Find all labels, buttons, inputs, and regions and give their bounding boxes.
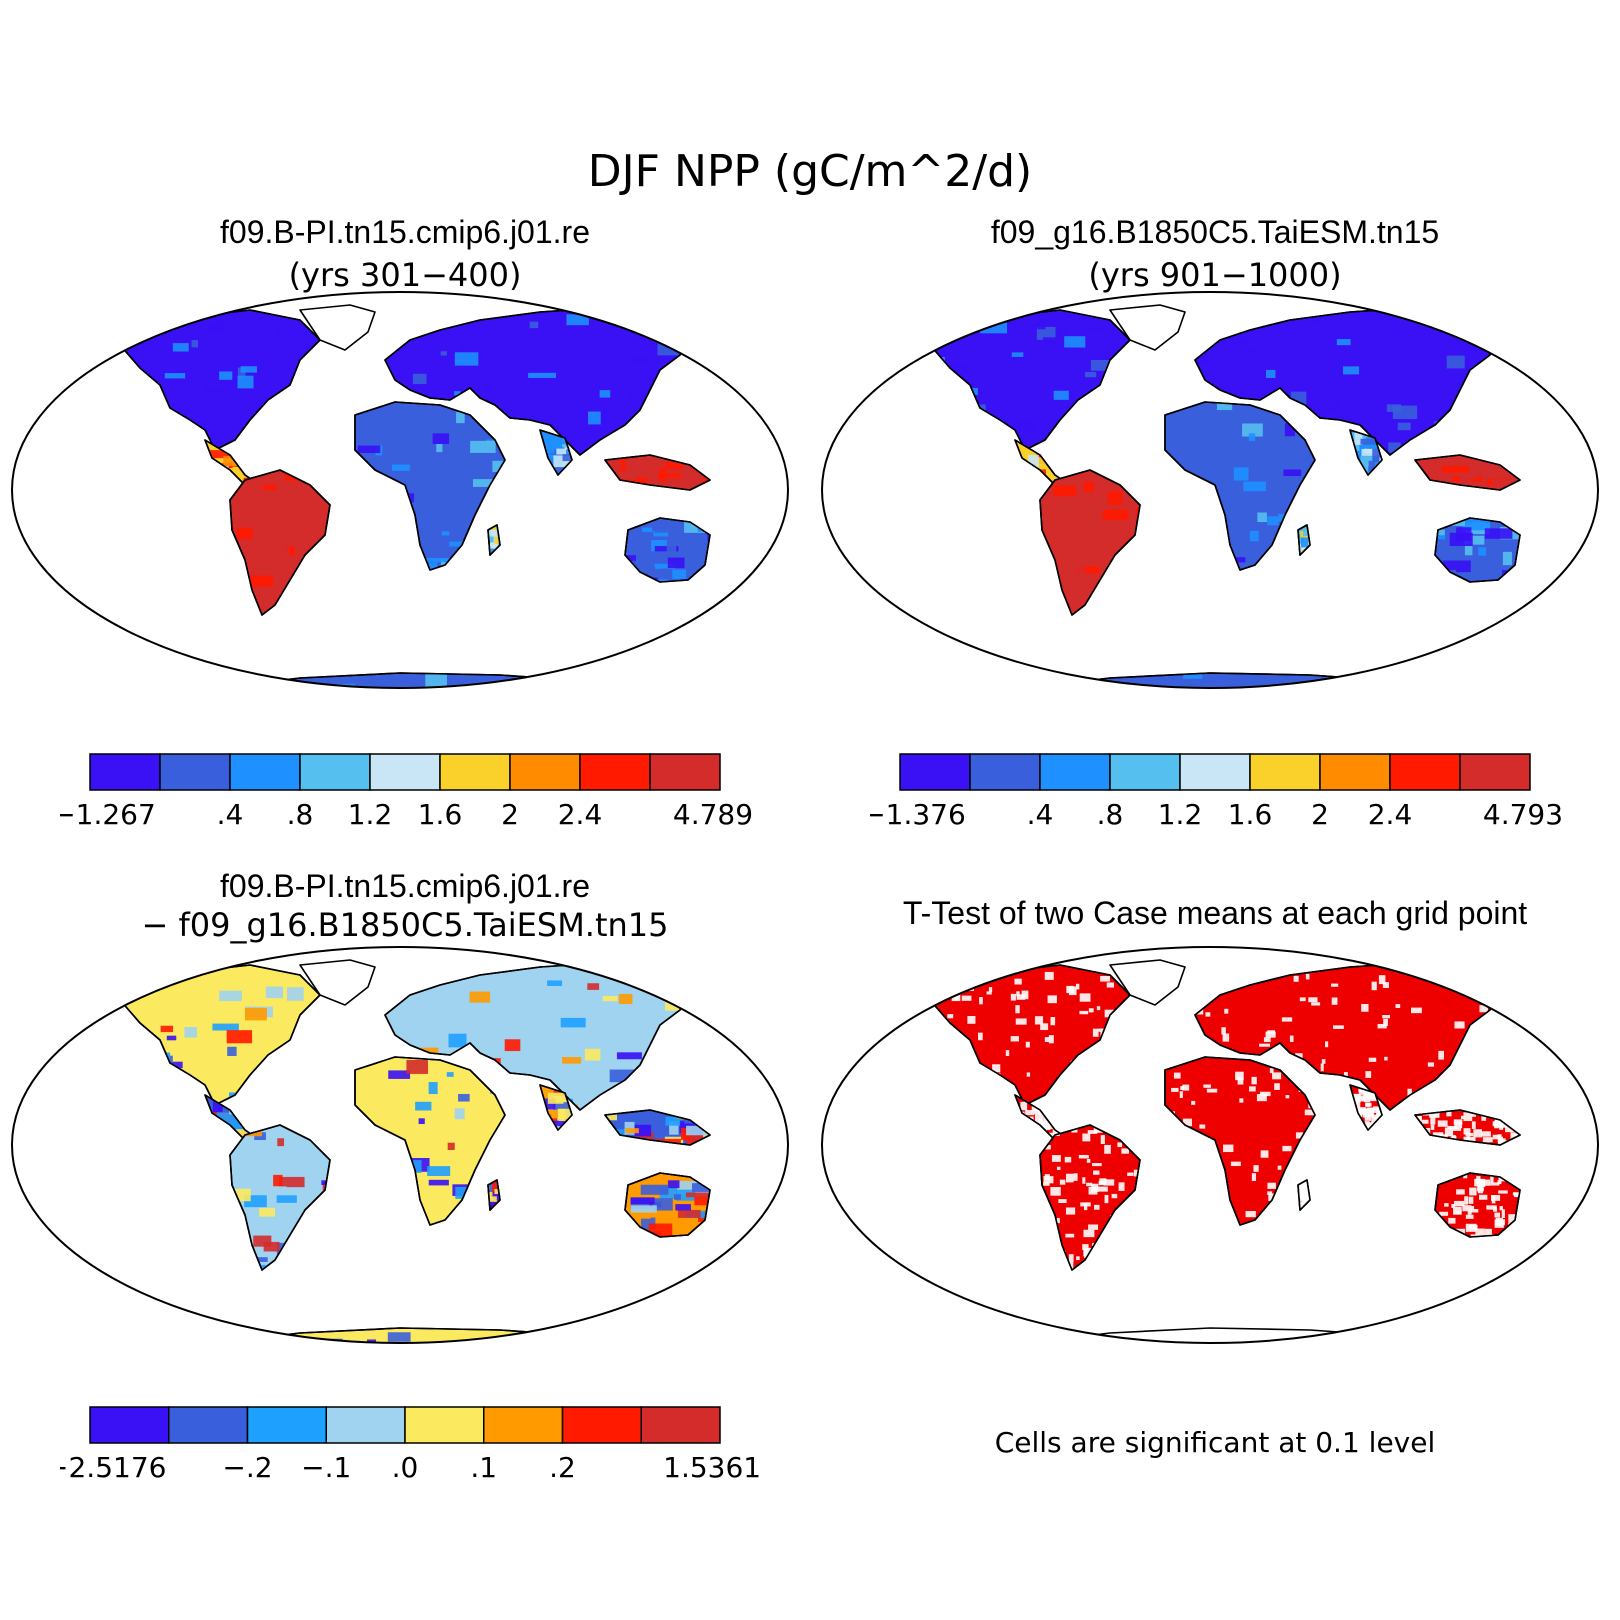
colorbar-box [89,753,161,791]
colorbar-box [168,1406,249,1444]
colorbar-label: .4 [217,798,244,831]
colorbar-box [1389,753,1461,791]
colorbar-label: .8 [1097,798,1124,831]
colorbar-box [1319,753,1391,791]
colorbar-box [640,1406,721,1444]
colorbar-box [483,1406,564,1444]
colorbar-label: 4.789 [673,798,753,831]
panel2-subtitle: (yrs 901−1000) [1088,256,1342,294]
landmass-greenland [1109,959,1186,1006]
colorbar-label: .1 [470,1451,497,1484]
panel3-colorbar: −2.5176 −.2 −.1 .0 .1 .2 1.5361 [60,1406,761,1484]
landmass-antarctica [944,672,1481,688]
colorbar-box [899,753,971,791]
figure-title: DJF NPP (gC/m^2/d) [587,146,1033,197]
colorbar-box [969,753,1041,791]
map-border [821,291,1599,689]
colorbar-box [1459,753,1531,791]
colorbar-label: 4.793 [1483,798,1563,831]
map-border [11,946,789,1344]
colorbar-box [89,1406,170,1444]
panel2-title: f09_g16.B1850C5.TaiESM.tn15 [990,214,1440,250]
colorbar-box [439,753,511,791]
colorbar-box [1039,753,1111,791]
colorbar-label: .8 [287,798,314,831]
colorbar-box [1109,753,1181,791]
landmass-greenland [1109,304,1186,351]
colorbar-box [325,1406,406,1444]
panel2-map [821,291,1599,689]
colorbar-box [649,753,721,791]
panel1-subtitle: (yrs 301−400) [288,256,522,294]
panel4-title: T-Test of two Case means at each grid po… [902,895,1528,931]
colorbar-label: −1.376 [870,798,966,831]
panel3-subtitle: − f09_g16.B1850C5.TaiESM.tn15 [141,906,669,944]
colorbar-label: −.1 [301,1451,351,1484]
colorbar-label: 2.4 [558,798,603,831]
colorbar-box [299,753,371,791]
colorbar-box [159,753,231,791]
landmass-greenland [299,304,376,351]
panel3-map [11,946,789,1344]
colorbar-label: −1.267 [60,798,156,831]
colorbar-box [579,753,651,791]
colorbar-box [561,1406,642,1444]
landmass-antarctica [134,672,671,688]
colorbar-label: .4 [1027,798,1054,831]
panel1-title: f09.B-PI.tn15.cmip6.j01.re [220,214,590,250]
map-border [11,291,789,689]
significance-note: Cells are significant at 0.1 level [994,1426,1436,1459]
map-border [821,946,1599,1344]
panel4-map [821,946,1599,1344]
colorbar-label: 2 [1311,798,1329,831]
colorbar-label: 1.6 [1228,798,1273,831]
landmass-antarctica [944,1327,1481,1343]
colorbar-label: −.2 [222,1451,272,1484]
colorbar-label: 1.2 [348,798,393,831]
panel1-map [11,291,789,689]
landmass-greenland [299,959,376,1006]
landmass-northAmerica [929,964,1131,1106]
colorbar-label: 1.6 [418,798,463,831]
colorbar-label: −2.5176 [60,1451,166,1484]
colorbar-box [1179,753,1251,791]
colorbar-box [509,753,581,791]
panel2-colorbar: −1.376 .4 .8 1.2 1.6 2 2.4 4.793 [870,753,1563,831]
colorbar-label: 2 [501,798,519,831]
colorbar-label: 2.4 [1368,798,1413,831]
colorbar-label: 1.5361 [663,1451,761,1484]
panel1-colorbar: −1.267 .4 .8 1.2 1.6 2 2.4 4.789 [60,753,753,831]
colorbar-box [369,753,441,791]
panel3-title: f09.B-PI.tn15.cmip6.j01.re [220,868,590,904]
colorbar-box [404,1406,485,1444]
colorbar-box [229,753,301,791]
landmass-northAmerica [119,964,321,1106]
colorbar-box [246,1406,327,1444]
colorbar-label: .2 [549,1451,576,1484]
colorbar-label: 1.2 [1158,798,1203,831]
colorbar-label: .0 [392,1451,419,1484]
colorbar-box [1249,753,1321,791]
